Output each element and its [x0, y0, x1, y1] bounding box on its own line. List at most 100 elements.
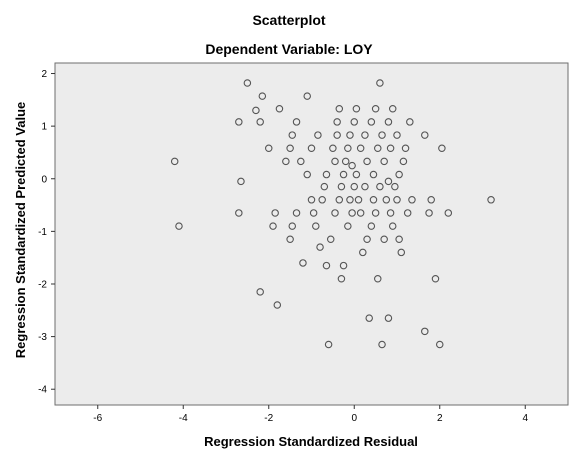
scatter-point: [337, 182, 346, 191]
x-tick-label: 4: [522, 413, 528, 424]
scatter-point: [322, 170, 331, 179]
scatter-point: [393, 131, 401, 139]
scatter-point: [335, 196, 344, 204]
scatter-point: [316, 243, 324, 251]
scatter-point: [378, 340, 386, 349]
scatter-point: [386, 144, 395, 152]
scatter-point: [361, 182, 369, 191]
scatter-point: [346, 196, 354, 204]
scatter-point: [256, 118, 264, 126]
x-tick-label: -6: [93, 413, 102, 424]
scatter-point: [438, 144, 446, 152]
scatter-point: [303, 92, 311, 100]
x-tick-label: -4: [179, 413, 188, 424]
scatter-point: [235, 118, 243, 126]
scatter-point: [346, 131, 354, 139]
scatter-point: [384, 118, 393, 126]
scatter-point: [344, 222, 352, 230]
scatter-point: [391, 182, 399, 191]
scatter-point: [335, 105, 344, 113]
scatter-point: [292, 209, 301, 217]
x-tick-label: 0: [351, 413, 357, 424]
scatter-point: [380, 157, 388, 166]
scatter-point: [322, 261, 331, 270]
scatter-point: [297, 157, 305, 166]
scatter-point: [376, 79, 384, 87]
scatter-point: [406, 118, 414, 126]
scatter-point: [286, 144, 294, 152]
scatter-point: [307, 144, 316, 152]
scatter-point: [175, 222, 183, 230]
scatter-point: [363, 157, 371, 166]
scatter-point: [376, 182, 384, 191]
scatter-point: [288, 131, 297, 139]
scatter-point: [425, 209, 433, 217]
scatter-point: [384, 177, 393, 186]
scatter-point: [350, 182, 358, 191]
scatter-point: [382, 196, 391, 204]
scatter-point: [282, 157, 290, 166]
scatter-point: [252, 106, 260, 115]
scatter-point: [421, 327, 429, 336]
scatter-point: [359, 248, 367, 257]
scatter-point: [386, 209, 395, 217]
plot-area: [54, 62, 569, 406]
scatter-point: [487, 196, 495, 204]
scatter-point: [369, 196, 378, 204]
scatter-point: [264, 144, 273, 152]
scatter-point: [331, 209, 339, 217]
scatter-point: [271, 209, 279, 217]
scatter-point: [388, 105, 397, 113]
scatter-point: [354, 196, 363, 204]
scatter-point: [324, 340, 333, 349]
chart-subtitle: Dependent Variable: LOY: [205, 41, 373, 57]
scatter-point: [348, 161, 356, 170]
scatter-point: [356, 209, 365, 217]
scatter-point: [444, 209, 453, 217]
scatter-point: [356, 144, 365, 152]
scatter-point: [286, 235, 294, 244]
scatter-point: [288, 222, 297, 230]
y-tick-label: -1: [38, 227, 47, 238]
scatter-point: [374, 274, 382, 283]
scatter-point: [312, 222, 320, 230]
scatter-point: [388, 222, 397, 230]
scatter-point: [367, 118, 376, 126]
scatter-point: [303, 170, 311, 179]
scatter-point: [320, 182, 329, 191]
y-tick-label: 0: [41, 174, 47, 185]
scatter-point: [408, 196, 416, 204]
scatter-point: [393, 196, 401, 204]
y-tick-label: -4: [38, 385, 47, 396]
scatter-point: [435, 340, 444, 349]
scatter-point: [243, 79, 252, 87]
y-tick-label: -3: [38, 332, 47, 343]
scatter-point: [329, 144, 337, 152]
scatter-point: [397, 248, 406, 257]
scatter-point: [365, 314, 373, 322]
scatter-point: [403, 209, 412, 217]
y-axis-title: Regression Standardized Predicted Value: [13, 102, 28, 358]
scatter-point: [258, 92, 267, 100]
scatter-point: [318, 196, 326, 204]
scatter-point: [275, 105, 284, 113]
y-tick-label: 2: [41, 69, 47, 80]
scatter-point: [341, 157, 350, 166]
scatter-point: [361, 131, 369, 139]
scatter-point: [421, 131, 429, 139]
scatter-point: [431, 274, 440, 283]
scatter-point: [269, 222, 277, 230]
x-tick-label: 2: [437, 413, 443, 424]
y-tick-label: -2: [38, 279, 47, 290]
scatter-point: [384, 314, 393, 322]
scatter-point: [292, 118, 301, 126]
scatter-point: [337, 274, 346, 283]
scatter-point: [170, 157, 179, 166]
scatter-point: [367, 222, 376, 230]
scatter-point: [235, 209, 243, 217]
scatter-point: [348, 209, 356, 217]
scatter-point: [395, 170, 403, 179]
chart-title: Scatterplot: [252, 12, 325, 28]
scatter-point: [378, 131, 386, 139]
